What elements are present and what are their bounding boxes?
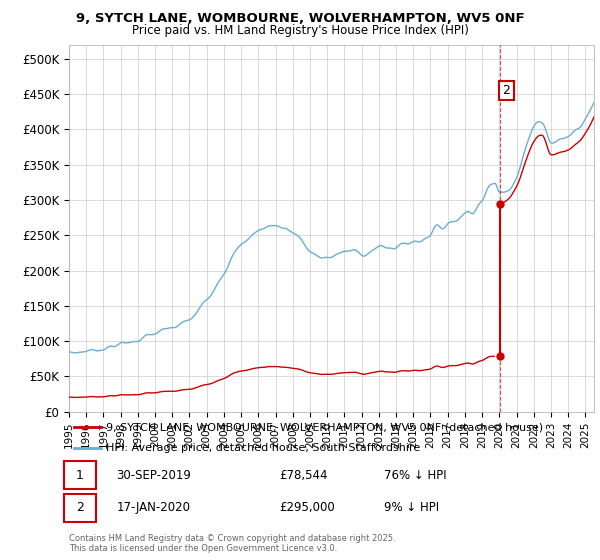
Text: £295,000: £295,000	[279, 501, 335, 514]
FancyBboxPatch shape	[64, 493, 96, 521]
Text: Contains HM Land Registry data © Crown copyright and database right 2025.
This d: Contains HM Land Registry data © Crown c…	[69, 534, 395, 553]
Text: 2: 2	[76, 501, 84, 514]
Text: HPI: Average price, detached house, South Staffordshire: HPI: Average price, detached house, Sout…	[106, 442, 420, 452]
FancyBboxPatch shape	[64, 461, 96, 489]
Text: £78,544: £78,544	[279, 469, 328, 482]
Text: 9% ↓ HPI: 9% ↓ HPI	[384, 501, 439, 514]
Text: 9, SYTCH LANE, WOMBOURNE, WOLVERHAMPTON, WV5 0NF: 9, SYTCH LANE, WOMBOURNE, WOLVERHAMPTON,…	[76, 12, 524, 25]
Text: 76% ↓ HPI: 76% ↓ HPI	[384, 469, 446, 482]
Text: Price paid vs. HM Land Registry's House Price Index (HPI): Price paid vs. HM Land Registry's House …	[131, 24, 469, 37]
Text: 9, SYTCH LANE, WOMBOURNE, WOLVERHAMPTON, WV5 0NF (detached house): 9, SYTCH LANE, WOMBOURNE, WOLVERHAMPTON,…	[106, 422, 543, 432]
Text: 2: 2	[503, 84, 511, 97]
Text: 1: 1	[76, 469, 84, 482]
Text: 30-SEP-2019: 30-SEP-2019	[116, 469, 191, 482]
Text: 17-JAN-2020: 17-JAN-2020	[116, 501, 190, 514]
